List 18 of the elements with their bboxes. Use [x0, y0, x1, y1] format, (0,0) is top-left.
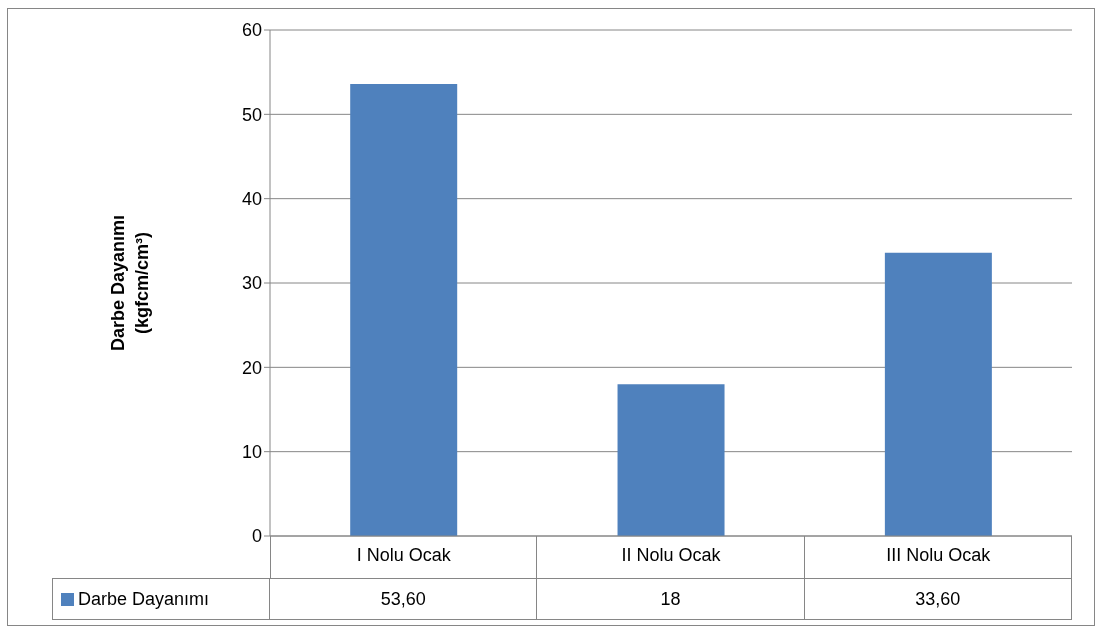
x-tick-label: II Nolu Ocak: [621, 544, 722, 565]
bar: [350, 83, 458, 536]
y-tick-label: 0: [251, 526, 262, 547]
y-tick-label: 20: [241, 357, 262, 378]
y-tick-label: 10: [241, 442, 262, 463]
data-label: 18: [537, 578, 805, 620]
data-label: 33,60: [804, 578, 1072, 620]
y-axis-title: Darbe Dayanımı (kgfcm/cm³): [107, 213, 153, 354]
x-tick-label: I Nolu Ocak: [356, 544, 452, 565]
legend-label: Darbe Dayanımı: [78, 588, 210, 610]
y-tick-label: 30: [241, 273, 262, 294]
data-label: 53,60: [270, 578, 538, 620]
y-tick-label: 50: [241, 104, 262, 125]
x-tick-label: III Nolu Ocak: [886, 544, 992, 565]
y-tick-label: 60: [241, 20, 262, 41]
bar: [884, 252, 992, 536]
bar: [617, 384, 725, 536]
y-tick-label: 40: [241, 189, 262, 210]
